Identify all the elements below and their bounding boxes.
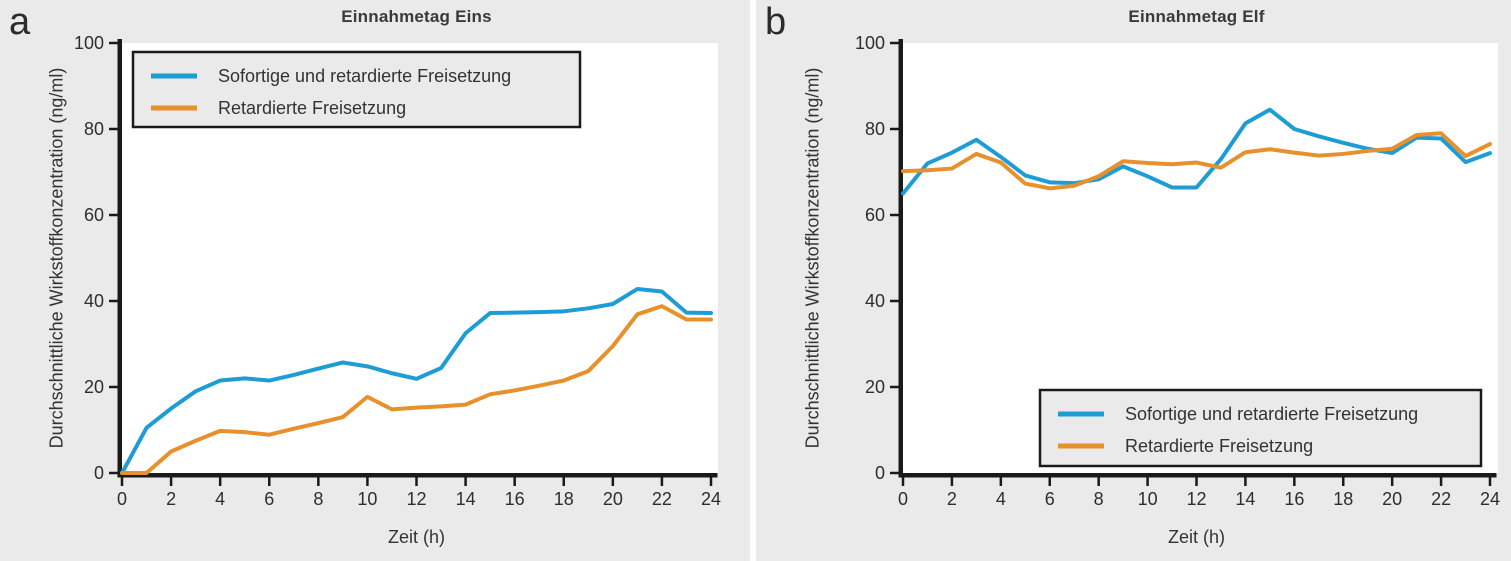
y-axis-spine	[898, 39, 903, 478]
x-tick-label: 6	[264, 489, 274, 509]
y-axis-spine	[117, 39, 122, 478]
legend-box	[131, 50, 582, 129]
x-tick-label: 8	[313, 489, 323, 509]
x-tick-label: 18	[1333, 489, 1353, 509]
legend-label-1: Retardierte Freisetzung	[1125, 436, 1313, 456]
x-tick-label: 10	[1138, 489, 1158, 509]
x-axis-title-b: Zeit (h)	[1167, 527, 1225, 547]
x-tick-label: 0	[898, 489, 908, 509]
legend-label-0: Sofortige und retardierte Freisetzung	[1125, 404, 1418, 424]
series-line-1	[901, 131, 1492, 191]
x-tick-label: 24	[1480, 489, 1500, 509]
x-tick-label: 10	[357, 489, 377, 509]
x-tick-label: 16	[1284, 489, 1304, 509]
y-tick-label: 0	[875, 463, 885, 483]
y-tick-label: 40	[84, 291, 104, 311]
panel-letter-a: a	[9, 1, 31, 43]
x-tick-label: 2	[947, 489, 957, 509]
x-tick-label: 12	[1186, 489, 1206, 509]
x-tick-label: 24	[701, 489, 721, 509]
y-tick-label: 40	[865, 291, 885, 311]
x-tick-label: 18	[554, 489, 574, 509]
x-tick-label: 4	[215, 489, 225, 509]
legend-label-0: Sofortige und retardierte Freisetzung	[218, 66, 511, 86]
x-tick-label: 2	[166, 489, 176, 509]
chart-title-b: Einnahmetag Elf	[1128, 7, 1265, 26]
y-tick-label: 20	[865, 377, 885, 397]
legend-box	[1038, 388, 1483, 468]
y-axis-title-b: Durchschnittliche Wirkstoffkonzentration…	[802, 67, 823, 449]
y-tick-label: 80	[865, 119, 885, 139]
x-tick-label: 12	[406, 489, 426, 509]
x-axis-spine	[117, 473, 718, 478]
series-line-0	[901, 107, 1492, 196]
x-tick-label: 0	[117, 489, 127, 509]
x-tick-label: 14	[1235, 489, 1255, 509]
chart-panel-b: 0 20 40 60 80 100 0 2 4 6 8 10 12 14 16 18 20 22 24 Soforti…	[756, 0, 1511, 561]
chart-panel-a: 0 20 40 60 80 100 0 2 4 6 8 10 12 14 16 18 20 22 24 Soforti…	[0, 0, 750, 561]
x-tick-label: 20	[603, 489, 623, 509]
y-tick-label: 80	[84, 119, 104, 139]
x-tick-label: 22	[652, 489, 672, 509]
panel-letter-b: b	[765, 1, 787, 43]
x-tick-label: 6	[1045, 489, 1055, 509]
y-tick-label: 100	[855, 33, 885, 53]
x-tick-label: 22	[1431, 489, 1451, 509]
x-axis-spine	[898, 473, 1497, 478]
y-tick-label: 60	[865, 205, 885, 225]
y-tick-label: 0	[94, 463, 104, 483]
series-line-1	[120, 304, 713, 475]
legend-label-1: Retardierte Freisetzung	[218, 98, 406, 118]
x-tick-label: 14	[456, 489, 476, 509]
y-tick-label: 100	[74, 33, 104, 53]
x-tick-label: 8	[1094, 489, 1104, 509]
x-tick-label: 16	[505, 489, 525, 509]
x-axis-title-a: Zeit (h)	[387, 527, 445, 547]
x-tick-label: 4	[996, 489, 1006, 509]
x-tick-label: 20	[1382, 489, 1402, 509]
y-tick-label: 60	[84, 205, 104, 225]
y-tick-label: 20	[84, 377, 104, 397]
chart-title-a: Einnahmetag Eins	[341, 7, 492, 26]
y-axis-title-a: Durchschnittliche Wirkstoffkonzentration…	[46, 67, 67, 449]
series-line-0	[120, 286, 713, 475]
